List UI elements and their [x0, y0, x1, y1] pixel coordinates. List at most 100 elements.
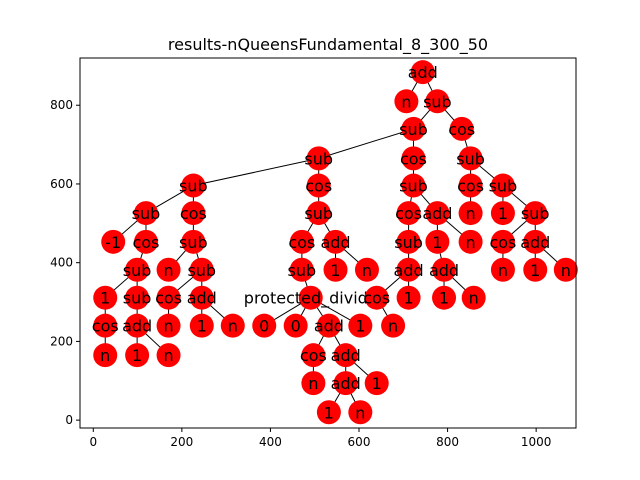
- node-circle: [354, 257, 379, 282]
- node-circle: [458, 173, 483, 198]
- node-label: cos: [363, 289, 390, 308]
- node-label: 0: [291, 317, 301, 336]
- node-label: n: [466, 204, 476, 223]
- y-tick-label: 800: [50, 98, 73, 112]
- node-label: sub: [521, 204, 550, 223]
- node-label: cos: [305, 177, 332, 196]
- node-circle: [289, 257, 314, 282]
- node-label: sub: [179, 177, 208, 196]
- tree-node: cos: [363, 285, 390, 310]
- figure-title: results-nQueensFundamental_8_300_50: [168, 35, 488, 55]
- tree-node: 1: [396, 285, 421, 310]
- x-tick-label: 600: [348, 435, 371, 449]
- node-label: 1: [355, 317, 365, 336]
- node-circle: [301, 371, 326, 396]
- tree-node: sub: [187, 257, 216, 282]
- tree-node: 1: [364, 371, 389, 396]
- tree-node: sub: [489, 173, 517, 198]
- tree-node: sub: [394, 229, 423, 254]
- node-label: n: [362, 261, 372, 280]
- tree-node: sub: [123, 257, 151, 282]
- tree-node: add: [331, 343, 361, 368]
- node-label: add: [429, 261, 459, 280]
- node-circle: [401, 146, 426, 171]
- node-label: sub: [179, 233, 208, 252]
- node-label: add: [331, 346, 361, 365]
- node-label: sub: [132, 204, 161, 223]
- node-label: add: [187, 289, 217, 308]
- node-label: add: [408, 63, 438, 82]
- node-circle: [490, 229, 515, 254]
- tree-node: sub: [132, 201, 161, 226]
- node-label: n: [469, 289, 479, 308]
- node-label: n: [164, 317, 174, 336]
- node-circle: [553, 257, 578, 282]
- tree-node: n: [458, 229, 483, 254]
- node-label: sub: [123, 289, 152, 308]
- node-circle: [306, 201, 331, 226]
- tree-node: 1: [125, 343, 150, 368]
- tree-node: add: [320, 229, 351, 254]
- node-circle: [523, 229, 548, 254]
- node-circle: [133, 229, 158, 254]
- tree-node: n: [156, 257, 181, 282]
- tree-node: cos: [180, 201, 207, 226]
- node-circle: [396, 285, 421, 310]
- node-circle: [306, 173, 331, 198]
- node-label: n: [498, 261, 508, 280]
- tree-node: n: [354, 257, 379, 282]
- tree-node: n: [93, 343, 118, 368]
- node-circle: [289, 229, 314, 254]
- ticks-layer: 0 200 400 600 800 1000 0 200 400 600 800: [50, 98, 551, 449]
- tree-node: n: [394, 89, 419, 114]
- y-tick-label: 0: [65, 413, 73, 427]
- node-circle: [298, 285, 323, 310]
- node-label: sub: [394, 233, 423, 252]
- node-circle: [458, 229, 483, 254]
- node-circle: [425, 229, 450, 254]
- node-label: add: [314, 317, 344, 336]
- node-circle: [323, 257, 348, 282]
- tree-node: 1: [323, 257, 348, 282]
- tree-node: n: [348, 400, 373, 425]
- tree-node: n: [461, 285, 486, 310]
- node-label: 0: [259, 317, 269, 336]
- x-tick-label: 400: [259, 435, 282, 449]
- tree-node: 0: [283, 313, 308, 338]
- node-circle: [523, 201, 548, 226]
- node-circle: [283, 313, 308, 338]
- tree-node: sub: [288, 257, 316, 282]
- node-circle: [401, 173, 426, 198]
- node-circle: [252, 313, 277, 338]
- node-circle: [125, 343, 150, 368]
- axes-frame: [79, 57, 577, 429]
- y-tick-label: 600: [50, 177, 73, 191]
- node-circle: [461, 285, 486, 310]
- tree-node: sub: [399, 173, 428, 198]
- tree-node: add: [394, 257, 424, 282]
- node-circle: [396, 229, 421, 254]
- node-circle: [306, 146, 331, 171]
- tree-edge: [318, 128, 414, 159]
- node-circle: [101, 229, 126, 254]
- x-tick-label: 1000: [521, 435, 552, 449]
- tree-node: sub: [304, 201, 333, 226]
- node-label: sub: [423, 92, 452, 111]
- x-tick-label: 800: [436, 435, 459, 449]
- node-circle: [181, 201, 206, 226]
- tree-node: add: [422, 201, 452, 226]
- node-label: sub: [304, 149, 333, 168]
- node-circle: [432, 257, 457, 282]
- tree-node: cos: [395, 201, 422, 226]
- node-circle: [401, 116, 426, 141]
- tree-node: 0: [252, 313, 277, 338]
- tree-node: -1: [101, 229, 126, 254]
- node-circle: [156, 257, 181, 282]
- x-tick-label: 0: [89, 435, 97, 449]
- node-label: n: [355, 403, 365, 422]
- node-label: 1: [132, 346, 142, 365]
- node-label: 1: [404, 289, 414, 308]
- node-circle: [323, 229, 348, 254]
- tree-node: 1: [432, 285, 457, 310]
